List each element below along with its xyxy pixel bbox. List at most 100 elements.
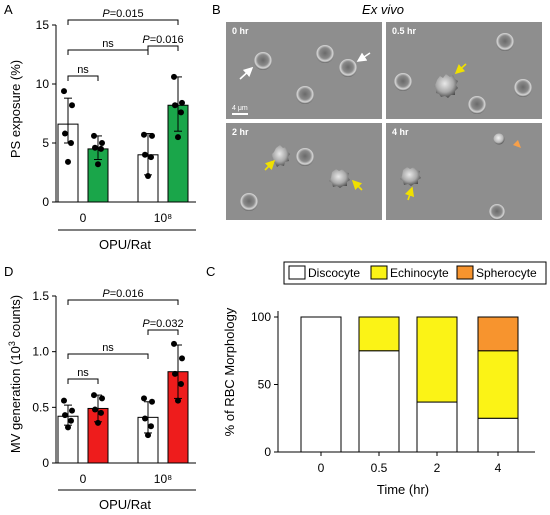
chart-a-data-point — [171, 73, 177, 80]
white-arrow-icon — [239, 66, 254, 80]
chart-d-significance-bracket — [67, 299, 179, 305]
discocyte-cell — [254, 52, 272, 70]
yellow-arrow-icon — [404, 186, 415, 201]
chart-c-y-tick-label: 100 — [251, 310, 271, 324]
yellow-arrow-icon — [264, 159, 276, 171]
chart-d-data-point — [68, 417, 74, 424]
panel-label-a: A — [4, 2, 13, 17]
discocyte-cell — [240, 193, 258, 211]
chart-c-category-label: 0 — [318, 461, 325, 475]
chart-d-data-point — [92, 406, 98, 413]
discocyte-cell — [394, 73, 412, 91]
echinocyte-cell — [434, 74, 458, 98]
chart-d-y-tick-label: 0.5 — [32, 400, 49, 414]
chart-d-significance-label: ns — [77, 367, 89, 379]
chart-d-significance-label: ns — [102, 342, 114, 354]
chart-d-ylabel: MV generation (103 counts) — [7, 295, 23, 453]
chart-d-data-point — [99, 395, 105, 402]
chart-a-y-tick-label: 0 — [42, 195, 49, 209]
chart-a-data-point — [65, 158, 71, 165]
chart-d-data-point — [149, 398, 155, 405]
chart-a: PS exposure (%) OPU/Rat — [8, 60, 196, 252]
chart-a-significance-bracket — [67, 19, 179, 25]
chart-c-y-tick-label: 0 — [264, 445, 271, 459]
chart-d-category-label: 10⁸ — [154, 472, 172, 486]
discocyte-cell — [468, 96, 486, 114]
chart-c-category-label: 0.5 — [371, 461, 388, 475]
discocyte-cell — [496, 33, 514, 51]
chart-c-ylabel: % of RBC Morphology — [222, 307, 237, 436]
chart-d-significance-bracket — [67, 353, 149, 359]
chart-d-data-point — [98, 409, 104, 416]
discocyte-cell — [514, 79, 532, 97]
orange-arrowhead-icon — [513, 140, 521, 148]
chart-c-legend-swatch — [456, 265, 474, 280]
chart-a-y-tick-label: 10 — [36, 77, 50, 91]
chart-a-data-point — [141, 131, 147, 138]
chart-d-y-tick-label: 0 — [42, 456, 49, 470]
discocyte-cell — [489, 204, 505, 220]
chart-c-bar-segment — [300, 316, 342, 453]
chart-a-data-point — [179, 99, 185, 106]
echinocyte-cell — [400, 167, 421, 186]
chart-d-data-point — [178, 380, 184, 387]
chart-c-category-label: 2 — [434, 461, 441, 475]
chart-a-data-point — [91, 132, 97, 139]
chart-d-significance-bracket — [147, 329, 179, 335]
micrograph-2hr: 2 hr — [226, 123, 382, 220]
chart-a-significance-bracket — [67, 49, 149, 55]
chart-d-data-point — [175, 397, 181, 404]
chart-c-bar-segment — [416, 316, 458, 403]
micrograph-4hr: 4 hr — [386, 123, 542, 220]
micrograph-4hr-label: 4 hr — [392, 127, 409, 137]
micrograph-2hr-label: 2 hr — [232, 127, 249, 137]
chart-d-category-label: 0 — [80, 472, 87, 486]
scale-bar-label: 4 μm — [232, 105, 248, 112]
chart-d-significance-bracket — [67, 378, 99, 384]
chart-a-ylabel: PS exposure (%) — [8, 60, 23, 158]
micrograph-title: Ex vivo — [362, 2, 404, 17]
chart-c-bar-segment — [477, 350, 519, 419]
micrograph-0_5hr: 0.5 hr — [386, 22, 542, 119]
chart-c-bar-segment — [477, 417, 519, 453]
discocyte-cell — [316, 45, 334, 63]
chart-a-category-label: 0 — [80, 211, 87, 225]
chart-c-bar-segment — [358, 350, 400, 453]
chart-a-data-point — [98, 145, 104, 152]
chart-a-data-point — [95, 161, 101, 168]
chart-a-significance-bracket — [147, 45, 179, 51]
chart-c-y-tick-label: 50 — [258, 378, 272, 392]
chart-a-significance-label: ns — [102, 38, 114, 50]
chart-a-data-point — [172, 102, 178, 109]
chart-c-legend-swatch — [288, 265, 306, 280]
chart-a-data-point — [69, 102, 75, 109]
chart-c-xlabel: Time (hr) — [377, 482, 429, 497]
chart-c-category-label: 4 — [495, 461, 502, 475]
chart-c-legend-label: Spherocyte — [476, 266, 537, 280]
panel-label-d: D — [4, 264, 13, 279]
chart-d-data-point — [61, 397, 67, 404]
chart-a-data-point — [99, 140, 105, 146]
chart-d-xlabel: OPU/Rat — [99, 497, 151, 512]
panel-label-b: B — [212, 2, 221, 17]
chart-a-significance-label: P=0.016 — [142, 34, 183, 46]
chart-a-data-point — [68, 140, 74, 146]
micrograph-panel: Ex vivo 0 hr 4 μm 0.5 hr — [226, 2, 542, 220]
chart-a-significance-label: ns — [77, 64, 89, 76]
chart-d-data-point — [69, 407, 75, 414]
discocyte-cell — [296, 86, 314, 104]
chart-a-data-point — [92, 144, 98, 151]
chart-d-data-point — [172, 370, 178, 377]
discocyte-cell — [296, 148, 314, 166]
chart-d-data-point — [145, 432, 151, 439]
chart-d-data-point — [179, 355, 185, 362]
chart-c-bar-segment — [358, 316, 400, 352]
chart-d-data-point — [141, 395, 147, 402]
chart-d-data-point — [171, 340, 177, 347]
chart-d-significance-label: P=0.032 — [142, 318, 183, 330]
chart-a-xlabel: OPU/Rat — [99, 237, 151, 252]
chart-c-bar-segment — [477, 316, 519, 352]
discocyte-cell — [339, 59, 357, 77]
chart-a-category-label: 10⁸ — [154, 211, 172, 225]
chart-c: % of RBC Morphology Time (hr) — [222, 307, 429, 497]
